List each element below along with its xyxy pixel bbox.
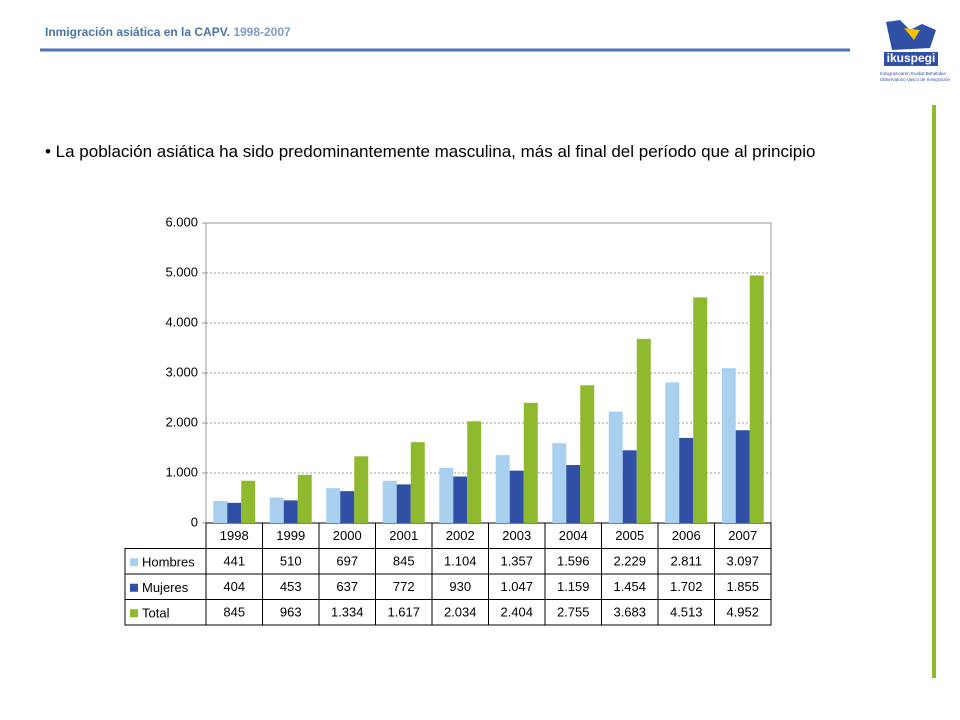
data-label: 2.034 (444, 605, 477, 620)
bar (453, 476, 468, 523)
data-label: 772 (393, 579, 415, 594)
bar (227, 502, 242, 523)
x-tick-label: 2005 (615, 528, 644, 543)
data-label: 2.229 (613, 554, 646, 569)
logo-band (884, 52, 938, 66)
y-tick-label: 6.000 (165, 214, 198, 229)
bar (693, 297, 708, 523)
data-label: 1.617 (387, 605, 420, 620)
y-tick-label: 3.000 (165, 364, 198, 379)
data-label: 963 (280, 605, 302, 620)
bar (326, 488, 341, 523)
x-tick-label: 1999 (276, 528, 305, 543)
data-label: 3.683 (613, 605, 646, 620)
data-label: 3.097 (726, 554, 759, 569)
data-label: 2.755 (557, 605, 590, 620)
logo-line: Observatorio Vasco de Inmigración (880, 77, 950, 82)
data-label: 697 (336, 554, 358, 569)
data-label: 1.104 (444, 554, 477, 569)
bar (213, 500, 228, 523)
y-tick-label: 0 (191, 514, 198, 529)
x-tick-label: 2002 (446, 528, 475, 543)
bar (283, 500, 298, 523)
data-label: 1.159 (557, 579, 590, 594)
data-label: 1.047 (500, 579, 533, 594)
bar (509, 470, 524, 523)
logo-name: ikuspegi (887, 51, 936, 65)
x-tick-label: 2006 (672, 528, 701, 543)
bar (636, 338, 651, 523)
data-label: 4.952 (726, 605, 759, 620)
x-tick-label: 2007 (728, 528, 757, 543)
data-label: 510 (280, 554, 302, 569)
bar (396, 484, 411, 523)
x-tick-label: 1998 (220, 528, 249, 543)
data-label: 1.357 (500, 554, 533, 569)
data-label: 4.513 (670, 605, 703, 620)
bar (382, 480, 397, 523)
y-tick-label: 4.000 (165, 314, 198, 329)
data-label: 637 (336, 579, 358, 594)
legend-swatch (130, 558, 138, 567)
legend-label: Hombres (142, 555, 195, 570)
data-label: 2.404 (500, 605, 533, 620)
header-subtitle: 1998-2007 (233, 25, 291, 39)
legend-swatch (130, 583, 138, 592)
x-tick-label: 2003 (502, 528, 531, 543)
bar (665, 382, 680, 523)
data-label: 845 (393, 554, 415, 569)
logo-line: Inmigrazioaren Euskal Behatokia (880, 71, 946, 76)
bar (608, 411, 623, 523)
data-label: 1.334 (331, 605, 364, 620)
bar (749, 275, 764, 523)
logo: ikuspegi Inmigrazioaren Euskal Behatokia… (880, 20, 950, 82)
data-label: 845 (223, 605, 245, 620)
bar (410, 442, 425, 523)
bar (580, 385, 595, 523)
data-label: 404 (223, 579, 245, 594)
data-label: 453 (280, 579, 302, 594)
data-label: 1.702 (670, 579, 703, 594)
logo-accent (904, 28, 920, 40)
bar (566, 465, 581, 523)
header: Inmigración asiática en la CAPV. 1998-20… (45, 25, 291, 39)
bar (622, 450, 637, 523)
data-label: 1.596 (557, 554, 590, 569)
bar (269, 497, 284, 523)
bar (354, 456, 369, 523)
bar (523, 402, 538, 523)
data-label: 441 (223, 554, 245, 569)
y-tick-label: 2.000 (165, 414, 198, 429)
data-label: 1.855 (726, 579, 759, 594)
header-title: Inmigración asiática en la CAPV. (45, 25, 230, 39)
legend-label: Mujeres (142, 580, 189, 595)
bar (552, 443, 567, 523)
bar (241, 480, 256, 523)
x-tick-label: 2000 (333, 528, 362, 543)
data-label: 930 (449, 579, 471, 594)
bar (439, 467, 454, 523)
bar (721, 368, 736, 523)
y-tick-label: 5.000 (165, 264, 198, 279)
bar (679, 437, 694, 523)
x-tick-label: 2004 (559, 528, 588, 543)
legend-label: Total (142, 606, 170, 621)
bar (297, 474, 312, 523)
bar (340, 491, 355, 523)
data-label: 2.811 (670, 554, 702, 569)
x-tick-label: 2001 (389, 528, 418, 543)
legend-swatch (130, 609, 138, 618)
y-tick-label: 1.000 (165, 464, 198, 479)
bullet-text: • La población asiática ha sido predomin… (45, 142, 816, 161)
bar (735, 430, 750, 523)
bar (467, 421, 482, 523)
data-label: 1.454 (613, 579, 646, 594)
bar (495, 455, 510, 523)
